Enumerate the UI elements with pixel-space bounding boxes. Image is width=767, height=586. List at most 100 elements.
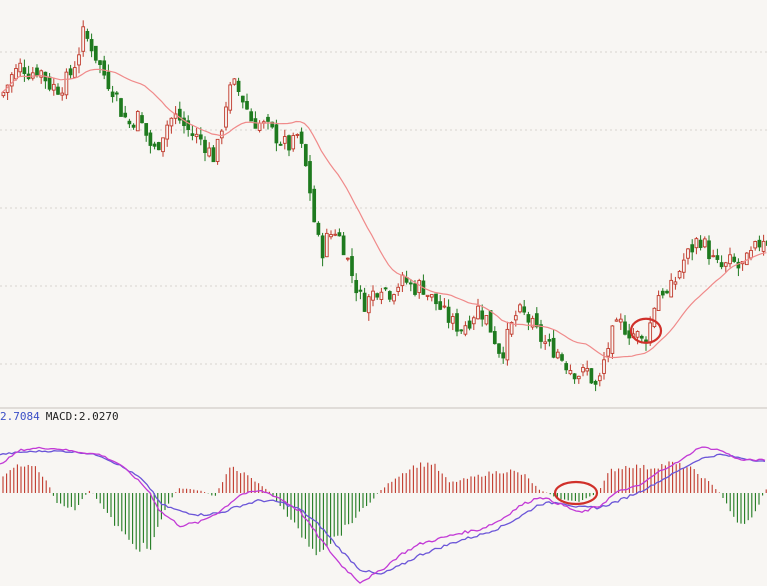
candle-94 [396,283,401,296]
candle-135 [568,364,573,376]
candle-17 [72,61,77,79]
candle-67 [282,129,287,150]
candle-20 [85,28,90,42]
candle-146 [614,317,619,322]
candle-87 [366,294,371,321]
candle-86 [362,287,367,312]
candle-147 [618,313,623,330]
candle-114 [480,304,485,327]
candle-168 [707,235,711,265]
candle-75 [316,221,321,237]
candle-103 [434,293,438,311]
candle-70 [295,133,300,139]
candle-177 [744,252,749,266]
ma-line [1,68,767,359]
candle-127 [534,307,539,329]
candle-50 [211,145,216,163]
candle-83 [350,248,354,284]
candle-161 [677,269,682,280]
candle-12 [51,77,56,96]
candle-156 [656,290,661,312]
candle-48 [203,136,207,162]
candle-126 [530,315,535,330]
candle-84 [354,273,359,302]
candle-112 [471,315,476,330]
candle-80 [337,228,342,237]
candle-19 [81,20,86,57]
candle-105 [442,298,447,309]
candle-134 [564,361,569,374]
candle-141 [593,379,598,392]
candle-179 [753,240,758,251]
macd-lines [0,446,766,584]
candle-37 [156,141,161,151]
candle-148 [623,315,627,336]
candle-76 [320,232,325,267]
candle-82 [345,257,350,262]
candle-157 [660,288,665,299]
candle-120 [505,321,510,366]
candle-42 [177,101,182,124]
candle-106 [446,299,451,329]
candle-131 [551,329,556,359]
candle-136 [572,373,577,384]
candle-145 [610,325,615,359]
candle-65 [274,119,279,152]
candle-170 [715,248,720,264]
candle-155 [652,307,657,329]
candle-46 [194,127,199,144]
candle-113 [476,298,480,320]
candle-91 [383,287,388,292]
candle-69 [291,132,296,152]
candle-52 [219,129,224,145]
candle-66 [278,141,283,146]
candle-58 [245,93,249,110]
candle-92 [387,290,392,303]
candle-36 [152,141,157,150]
candle-54 [228,81,233,114]
candle-68 [287,134,291,157]
candle-110 [463,321,468,337]
candle-93 [392,293,396,305]
candle-129 [543,334,548,350]
candle-169 [711,249,716,258]
candle-89 [375,292,380,300]
candle-107 [450,313,455,331]
candle-109 [459,329,464,335]
dif-line [0,446,766,584]
annotation-layer [553,317,663,506]
candle-29 [123,105,128,119]
candle-0 [1,91,6,98]
candle-13 [56,83,60,96]
candle-27 [114,90,119,102]
candle-123 [518,302,522,314]
candle-116 [488,310,493,333]
candle-137 [576,375,581,384]
candle-33 [140,112,144,124]
candle-125 [526,311,531,331]
candle-108 [455,308,459,337]
candle-160 [673,276,678,290]
candle-158 [665,289,669,295]
candle-181 [761,234,766,256]
candle-71 [299,127,304,148]
readout-value: 2.7084 [0,410,40,423]
candle-14 [60,87,65,101]
candle-32 [135,110,140,132]
candle-72 [303,143,308,167]
candle-173 [728,247,732,268]
candle-79 [333,229,338,237]
candle-85 [358,285,363,300]
candle-24 [102,55,107,80]
price-circle [629,317,663,344]
candle-28 [119,97,123,117]
candle-164 [690,239,695,261]
candle-165 [694,237,699,255]
candle-4 [18,58,23,77]
candle-97 [408,278,413,292]
candle-88 [371,285,375,307]
candle-162 [681,253,686,279]
candle-124 [522,299,527,316]
